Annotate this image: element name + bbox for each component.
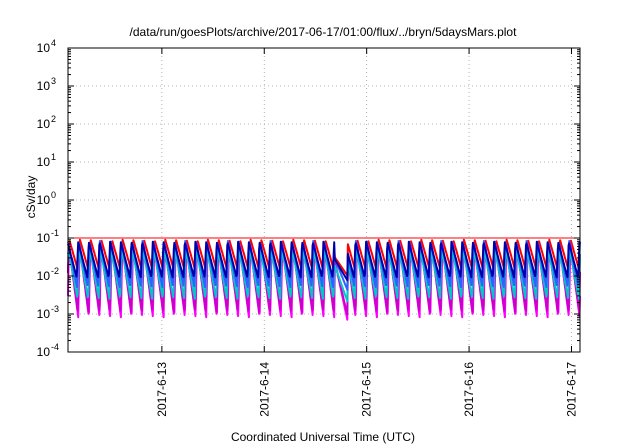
series-line [67,240,581,282]
axes [67,47,581,353]
chart-title: /data/run/goesPlots/archive/2017-06-17/0… [130,25,518,39]
y-tick-exponent: 4 [51,38,56,48]
x-tick-label: 2017-6-15 [360,362,374,417]
x-axis-label: Coordinated Universal Time (UTC) [231,430,415,444]
x-tick-labels: 2017-6-13 2017-6-14 2017-6-15 2017-6-16 2017… [155,362,579,417]
x-tick-label: 2017-6-14 [257,362,271,417]
y-tick-exponent: -4 [51,342,59,352]
y-tick-exponent: 2 [51,114,56,124]
y-tick-label: 10 [37,155,51,169]
y-tick-label: 10 [37,307,51,321]
y-tick-label: 10 [37,193,51,207]
y-tick-exponent: -3 [51,304,59,314]
y-tick-label: 10 [37,117,51,131]
x-tick-label: 2017-6-13 [155,362,169,417]
y-tick-exponent: 3 [51,76,56,86]
plot-frame [67,47,581,353]
y-tick-exponent: 0 [51,190,56,200]
y-tick-label: 10 [37,269,51,283]
x-tick-label: 2017-6-17 [564,362,578,417]
y-tick-label: 10 [37,231,51,245]
series-lines [67,238,581,321]
y-tick-label: 10 [37,345,51,359]
y-tick-label: 10 [37,79,51,93]
y-tick-label: 10 [37,41,51,55]
y-tick-exponent: -2 [51,266,59,276]
x-tick-label: 2017-6-16 [462,362,476,417]
y-tick-exponent: -1 [51,228,59,238]
y-axis-label: cSv/day [24,176,38,219]
y-tick-exponent: 1 [51,152,56,162]
